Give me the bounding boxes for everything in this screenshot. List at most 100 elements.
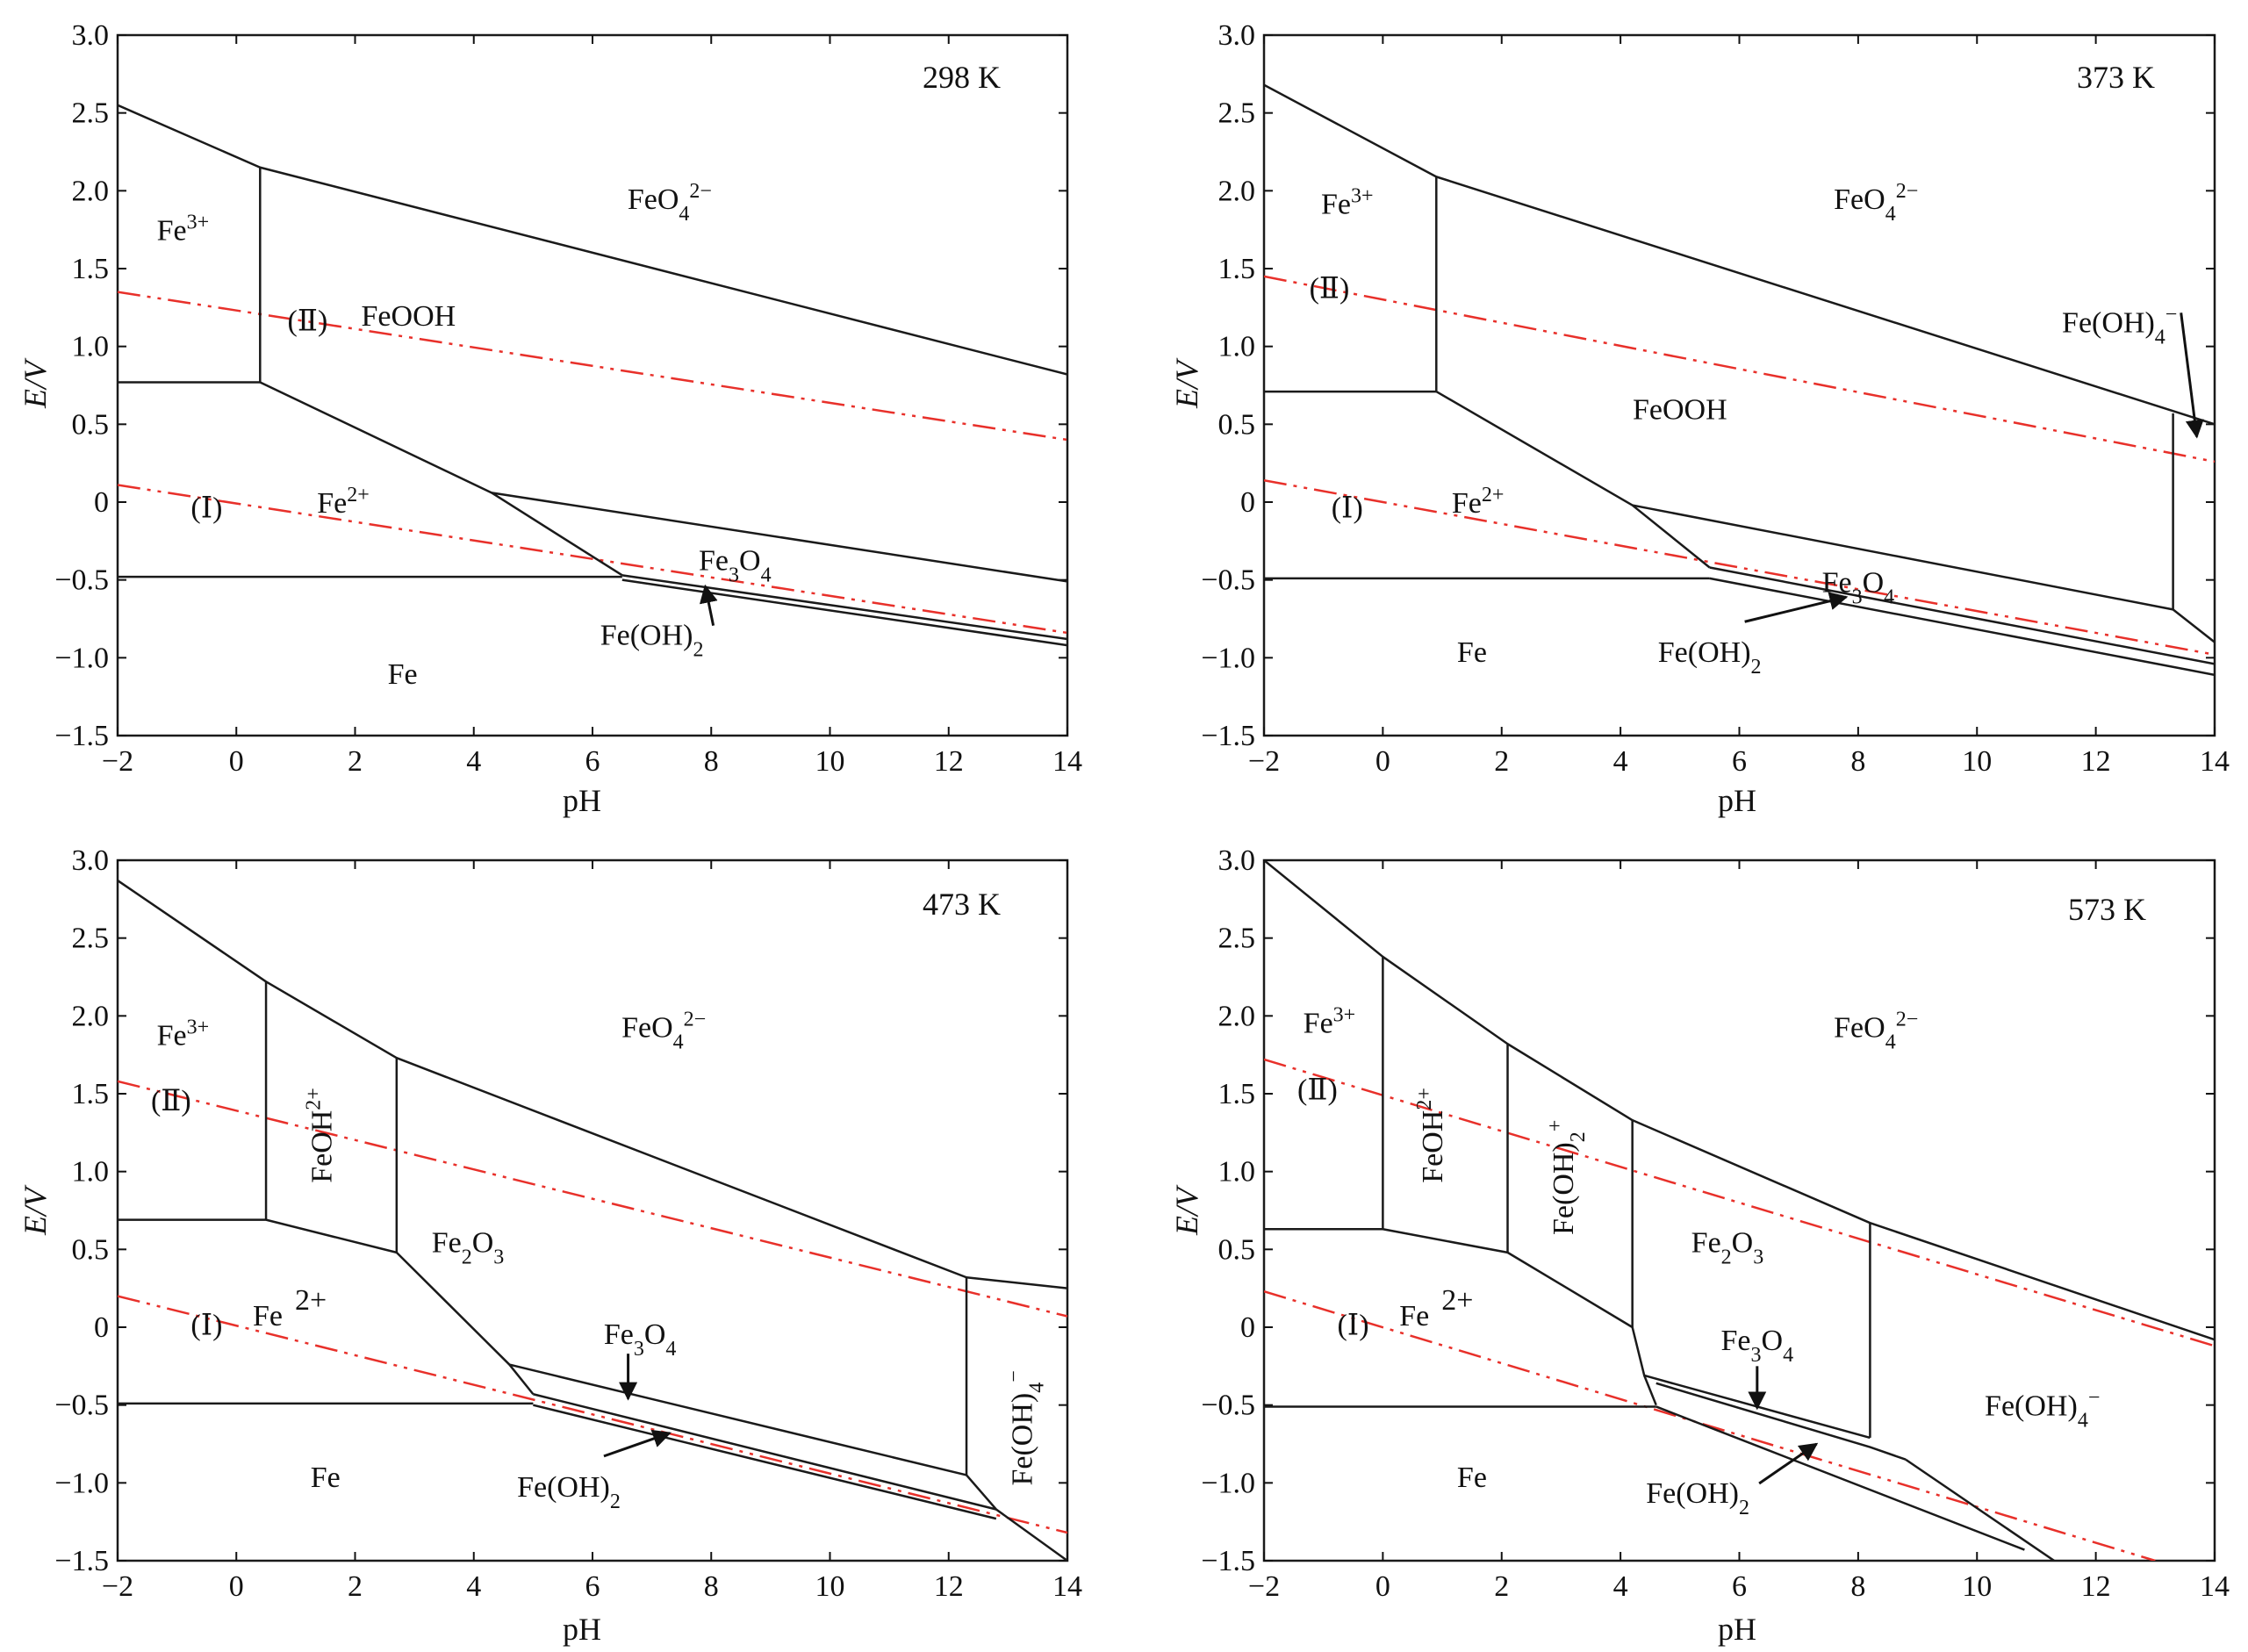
y-tick-label: −1.0 [54, 642, 109, 674]
region-label: Fe [311, 1462, 341, 1494]
x-tick-label: 14 [2200, 1570, 2230, 1603]
x-tick-label: −2 [102, 745, 133, 778]
region-label: (Ⅱ) [1297, 1074, 1338, 1107]
x-tick-label: 12 [2081, 1570, 2111, 1603]
region-label: Fe3O4 [604, 1318, 677, 1361]
x-tick-label: 4 [1613, 1570, 1628, 1603]
phase-boundary [1264, 860, 2215, 1341]
region-label: Fe(OH)4− [1985, 1387, 2100, 1433]
x-tick-label: 0 [229, 1570, 244, 1603]
region-label: (Ⅱ) [151, 1085, 191, 1117]
phase-boundary [1632, 504, 2215, 643]
x-tick-label: 12 [2081, 745, 2111, 778]
y-axis-label: E/V [1169, 1184, 1204, 1236]
y-tick-label: 0 [94, 1311, 109, 1344]
phase-boundary [1264, 1228, 1508, 1254]
region-label: Fe3O4 [699, 545, 772, 587]
y-axis-label: E/V [18, 357, 53, 409]
y-tick-label: 1.5 [72, 1078, 110, 1110]
y-tick-label: 1.0 [1218, 1156, 1256, 1189]
pointer-arrow [2180, 312, 2204, 439]
x-tick-label: 2 [1494, 745, 1509, 778]
phase-boundary [1264, 83, 2215, 426]
x-tick-label: 2 [348, 1570, 363, 1603]
panel-298K: 298 K pH E/V −2 0 2 4 6 8 10 12 14 −1.5 −1.0 −0.5 0 0… [18, 19, 1082, 818]
water-stability-line [118, 1080, 1067, 1318]
x-tick-label: 14 [1052, 1570, 1082, 1603]
region-label: FeO42− [621, 1009, 706, 1054]
y-tick-label: 1.5 [1218, 253, 1256, 285]
region-label: FeOOH [362, 300, 456, 333]
panel-title: 573 K [2068, 892, 2146, 927]
y-tick-label: −0.5 [1201, 1390, 1255, 1422]
phase-boundary [395, 1251, 535, 1396]
panel-title: 473 K [923, 887, 1001, 922]
phase-boundary [1655, 1405, 2025, 1551]
y-tick-label: 1.0 [72, 1156, 110, 1189]
x-tick-label: 14 [2200, 745, 2230, 778]
x-axis-label: pH [563, 1612, 601, 1647]
x-tick-label: 8 [704, 745, 719, 778]
x-tick-label: 2 [1494, 1570, 1509, 1603]
plot-data [118, 880, 1067, 1561]
arrow-label: Fe(OH)4− [2062, 303, 2177, 348]
phase-boundary [118, 1218, 398, 1254]
panel-title: 373 K [2077, 60, 2155, 95]
phase-boundary [118, 880, 1067, 1289]
region-label: Fe(OH)4− [1002, 1370, 1048, 1485]
region-label: FeOH2+ [1413, 1088, 1449, 1183]
arrow-label: Fe(OH)2 [1658, 636, 1762, 679]
region-label: (Ⅰ) [1337, 1309, 1368, 1341]
pointer-arrow [1744, 592, 1849, 623]
y-tick-label: 2.5 [1218, 97, 1256, 130]
phase-boundary [533, 1393, 997, 1511]
region-label: Fe [388, 658, 418, 691]
phase-boundary [1506, 1251, 1657, 1406]
plot-frame [116, 858, 1069, 1562]
x-tick-label: −2 [1248, 1570, 1280, 1603]
water-stability-line [1264, 275, 2215, 463]
x-tick-label: 6 [585, 1570, 600, 1603]
pointer-arrow [603, 1429, 672, 1458]
y-tick-label: 3.0 [1218, 844, 1256, 877]
y-tick-label: 3.0 [72, 844, 110, 877]
x-tick-label: 14 [1052, 745, 1082, 778]
y-tick-label: −0.5 [1201, 564, 1255, 597]
y-tick-label: 2.5 [1218, 923, 1256, 955]
region-label: Fe(OH)2+ [1544, 1120, 1590, 1235]
y-tick-label: 1.0 [72, 331, 110, 363]
region-label: Fe3+ [157, 212, 210, 248]
phase-boundary [1709, 566, 2215, 665]
region-label: (Ⅱ) [288, 305, 328, 338]
y-tick-label: −1.0 [1201, 1467, 1255, 1499]
y-tick-label: −0.5 [54, 564, 109, 597]
plot-data [1264, 860, 2215, 1561]
plot-data [1264, 83, 2215, 677]
y-tick-label: 0.5 [72, 408, 110, 441]
y-tick-label: −1.0 [1201, 642, 1255, 674]
y-tick-label: 3.0 [72, 19, 110, 52]
region-label: Fe2+ [317, 484, 370, 520]
y-tick-label: 0.5 [72, 1233, 110, 1266]
region-label: Fe3+ [1304, 1003, 1356, 1039]
x-tick-label: 2 [348, 745, 363, 778]
plot-frame [116, 33, 1069, 737]
x-tick-label: 0 [1375, 1570, 1390, 1603]
water-stability-line [1264, 1058, 2215, 1347]
region-label: Fe [1457, 1462, 1487, 1494]
y-axis-label: E/V [1169, 357, 1204, 409]
x-tick-label: −2 [102, 1570, 133, 1603]
x-tick-label: −2 [1248, 745, 1280, 778]
x-tick-label: 10 [1962, 1570, 1992, 1603]
phase-boundary [533, 1404, 997, 1520]
region-label: Fe [1457, 636, 1487, 669]
region-label: (Ⅰ) [190, 1309, 222, 1341]
y-tick-label: −1.0 [54, 1467, 109, 1499]
x-tick-label: 6 [1732, 745, 1747, 778]
y-tick-label: 2.5 [72, 97, 110, 130]
x-tick-label: 4 [1613, 745, 1628, 778]
phase-boundary [1905, 1458, 2055, 1561]
phase-boundary [1655, 1382, 1907, 1461]
